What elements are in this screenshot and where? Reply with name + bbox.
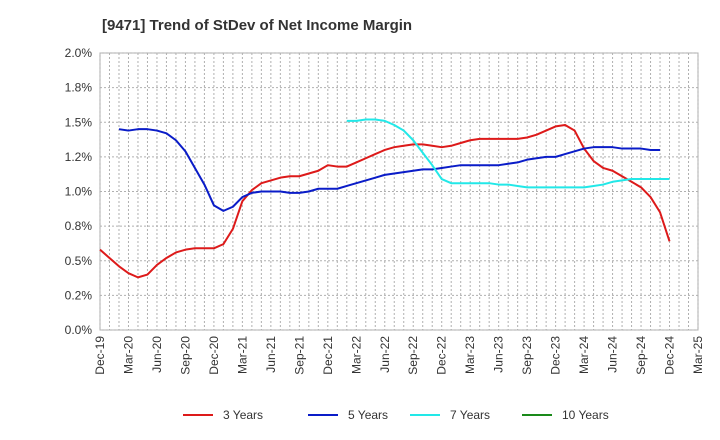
x-tick-label: Dec-23	[549, 336, 563, 375]
x-tick-label: Jun-20	[150, 336, 164, 373]
y-tick-label: 1.2%	[65, 150, 93, 164]
y-tick-label: 1.5%	[65, 115, 93, 129]
series-lines	[99, 118, 671, 279]
x-tick-label: Jun-22	[378, 336, 392, 373]
series-line-0	[99, 124, 671, 279]
y-tick-label: 0.8%	[65, 219, 93, 233]
y-tick-label: 1.0%	[65, 185, 93, 199]
y-tick-label: 0.0%	[65, 323, 93, 337]
x-tick-label: Jun-21	[264, 336, 278, 373]
legend: 3 Years 5 Years 7 Years 10 Years	[183, 408, 609, 422]
series-line-2	[346, 118, 670, 189]
x-tick-label: Mar-25	[691, 336, 705, 374]
x-tick-label: Mar-22	[349, 336, 363, 374]
x-tick-label: Mar-23	[463, 336, 477, 374]
x-tick-label: Dec-24	[663, 336, 677, 375]
y-tick-label: 0.2%	[65, 288, 93, 302]
x-tick-label: Dec-20	[207, 336, 221, 375]
plot-area	[99, 52, 699, 331]
legend-label: 10 Years	[562, 408, 609, 422]
x-axis-ticks: Dec-19 Mar-20 Jun-20 Sep-20 Dec-20 Mar-21 Jun-…	[93, 336, 705, 375]
x-tick-label: Jun-23	[492, 336, 506, 373]
x-tick-label: Mar-21	[235, 336, 249, 374]
x-tick-label: Mar-24	[577, 336, 591, 374]
x-tick-label: Sep-24	[634, 336, 648, 375]
x-tick-label: Dec-21	[321, 336, 335, 375]
chart-title: [9471] Trend of StDev of Net Income Marg…	[102, 17, 412, 34]
series-line-1	[118, 128, 661, 212]
x-tick-label: Jun-24	[606, 336, 620, 373]
legend-label: 3 Years	[223, 408, 263, 422]
x-tick-label: Sep-22	[406, 336, 420, 375]
x-tick-label: Sep-21	[292, 336, 306, 375]
legend-label: 5 Years	[348, 408, 388, 422]
x-tick-label: Dec-22	[435, 336, 449, 375]
x-tick-label: Mar-20	[121, 336, 135, 374]
x-tick-label: Dec-19	[93, 336, 107, 375]
y-tick-label: 1.8%	[65, 81, 93, 95]
y-tick-label: 2.0%	[65, 46, 93, 60]
y-axis-ticks: 0.0% 0.2% 0.5% 0.8% 1.0% 1.2% 1.5% 1.8% 2.0%	[65, 46, 93, 337]
y-tick-label: 0.5%	[65, 254, 93, 268]
legend-label: 7 Years	[450, 408, 490, 422]
x-tick-label: Sep-20	[178, 336, 192, 375]
x-tick-label: Sep-23	[520, 336, 534, 375]
